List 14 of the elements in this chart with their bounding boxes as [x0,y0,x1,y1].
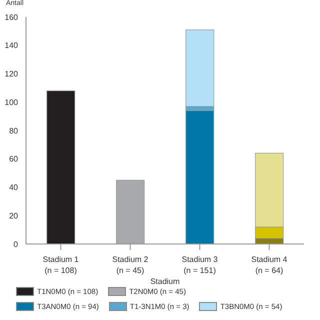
y-tick-label: 140 [4,41,19,50]
y-tick-label: 160 [4,12,19,22]
y-tick-label: 20 [9,211,19,220]
x-tick-label: Stadium 1 (n = 108) [42,255,80,275]
x-tick-label: Stadium 4 (n = 64) [251,255,288,275]
y-tick-label: 100 [4,98,19,107]
y-tick-label: 80 [9,126,19,136]
x-tick-label: Stadium 2 (n = 45) [112,255,149,275]
y-tick-label: 120 [4,70,19,79]
y-tick-label: 0 [14,240,19,249]
x-tick-label: Stadium 3 (n = 151) [182,255,218,275]
x-axis-title: Stadium [150,277,180,286]
y-tick-label: 40 [9,183,19,192]
y-tick-label: 60 [9,154,19,164]
